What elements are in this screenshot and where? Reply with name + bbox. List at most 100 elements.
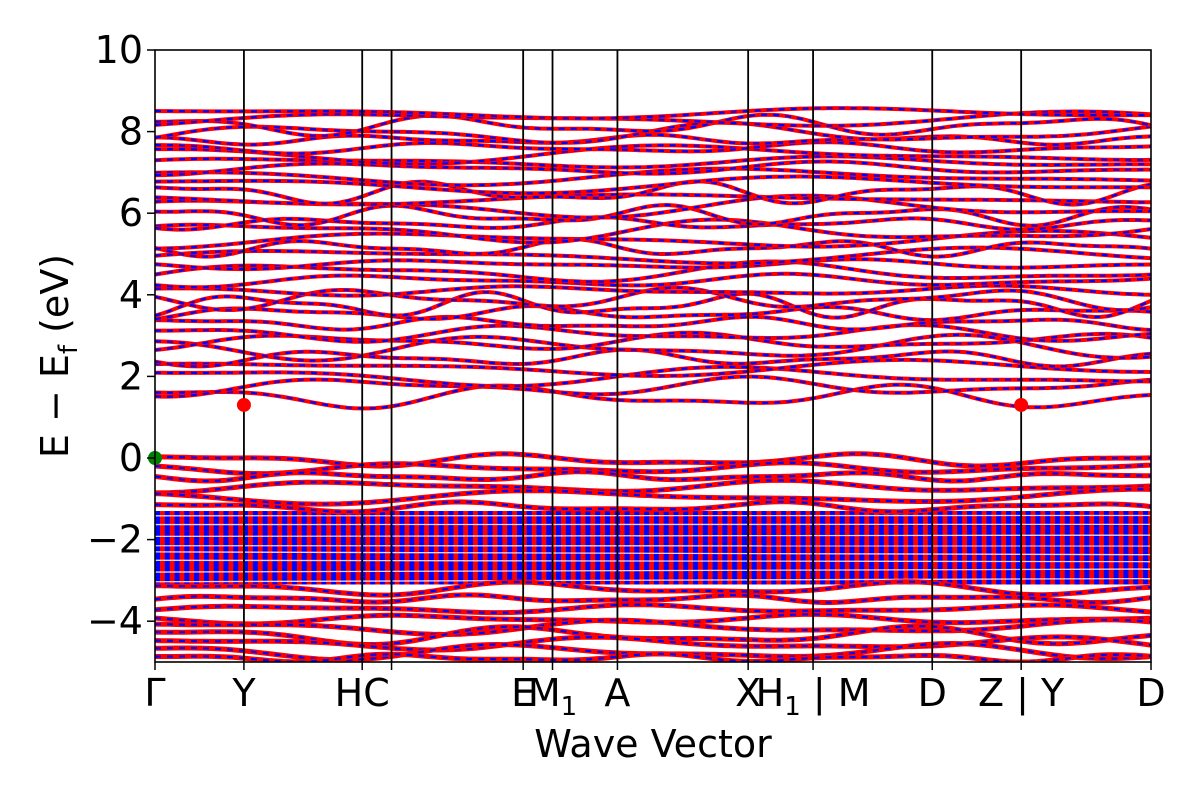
valence-block-stripe (1133, 511, 1139, 585)
x-axis-label: Wave Vector (534, 722, 772, 766)
band-spin-down (155, 452, 1151, 468)
y-axis-label-main: E − E (33, 354, 77, 458)
valence-block-stripe (1084, 511, 1090, 585)
valence-block-stripe (301, 511, 307, 585)
band-spin-down (155, 580, 1151, 597)
valence-block-stripe (1113, 511, 1119, 585)
x-tick-label: Z | Y (978, 671, 1065, 716)
valence-block-stripe (272, 511, 278, 585)
marker-cbm (236, 397, 251, 412)
y-tick-label: 4 (119, 273, 143, 317)
y-tick-label: 6 (119, 191, 143, 235)
valence-block-stripe (1054, 511, 1060, 585)
valence-gap-line (155, 577, 1151, 583)
band-spin-down (155, 140, 1151, 155)
valence-block-stripe (233, 511, 239, 585)
band-spin-down (155, 613, 1151, 625)
x-tick-label: M1 (528, 671, 577, 722)
valence-block-stripe (839, 511, 845, 585)
x-tick-label: Y (231, 671, 256, 715)
valence-block-stripe (1142, 511, 1148, 585)
band-spin-down (155, 593, 1151, 604)
valence-block-stripe (1045, 511, 1051, 585)
x-tick-label: H1 | M (756, 671, 871, 722)
valence-block-stripe (458, 511, 464, 585)
valence-block-stripe (1006, 511, 1012, 585)
band-spin-down (155, 110, 1151, 127)
valence-block-stripe (712, 511, 718, 585)
valence-block-stripe (203, 511, 209, 585)
x-tick-label: Γ (144, 671, 165, 715)
valence-block-stripe (996, 511, 1002, 585)
valence-block-stripe (595, 511, 601, 585)
band-spin-up (155, 303, 1151, 323)
valence-block-stripe (556, 511, 562, 585)
band-spin-down (155, 260, 1151, 283)
valence-block-stripe (829, 511, 835, 585)
valence-block-stripe (859, 511, 865, 585)
valence-block-stripe (673, 511, 679, 585)
valence-block-stripe (575, 511, 581, 585)
valence-block-stripe (194, 511, 200, 585)
x-tick-label: E (511, 671, 535, 715)
band-spin-down (155, 284, 1151, 297)
valence-block-stripe (243, 511, 249, 585)
band-spin-up (155, 332, 1151, 363)
valence-block-stripe (976, 511, 982, 585)
valence-block-stripe (585, 511, 591, 585)
valence-block-stripe (419, 511, 425, 585)
band-spin-down (155, 323, 1151, 343)
band-spin-down (155, 358, 1151, 378)
valence-block-stripe (888, 511, 894, 585)
y-axis: −4 −2 0 2 4 6 8 10 (87, 28, 155, 643)
band-spin-down (155, 603, 1151, 614)
band-spin-down (155, 461, 1151, 475)
valence-block-stripe (683, 511, 689, 585)
valence-gap-line (155, 568, 1151, 573)
valence-block-stripe (604, 511, 610, 585)
band-spin-down (155, 167, 1151, 187)
valence-gap-line (155, 551, 1151, 556)
valence-block-stripe (526, 511, 532, 585)
x-axis: Γ Y HC EM1 A XH1 | M D Z | Y D (144, 662, 1166, 722)
bands-layer (155, 106, 1151, 662)
valence-block-stripe (761, 511, 767, 585)
marker-cbm2 (1014, 397, 1029, 412)
band-spin-down (155, 193, 1151, 206)
valence-block-stripe (702, 511, 708, 585)
band-spin-down (155, 160, 1151, 177)
band-spin-down (155, 144, 1151, 166)
y-tick-label: 10 (95, 28, 143, 72)
valence-block-stripe (370, 511, 376, 585)
valence-block-stripe (693, 511, 699, 585)
valence-block-stripe (634, 511, 640, 585)
valence-block-stripe (869, 511, 875, 585)
valence-block-stripe (1074, 511, 1080, 585)
valence-block-stripe (536, 511, 542, 585)
valence-gap-line (155, 559, 1151, 563)
x-tick-label: A (604, 671, 630, 715)
band-spin-down (155, 315, 1151, 332)
valence-block-stripe (957, 511, 963, 585)
valence-block-stripe (663, 511, 669, 585)
valence-block-stripe (477, 511, 483, 585)
band-spin-down (155, 286, 1151, 312)
valence-block-stripe (966, 511, 972, 585)
band-spin-down (155, 175, 1151, 195)
valence-block-stripe (1015, 511, 1021, 585)
valence-block-stripe (908, 511, 914, 585)
band-spin-down (155, 291, 1151, 319)
valence-block-stripe (340, 511, 346, 585)
valence-block-stripe (918, 511, 924, 585)
valence-block-stripe (986, 511, 992, 585)
band-spin-down (155, 470, 1151, 483)
band-spin-down (155, 203, 1151, 227)
valence-block-stripe (820, 511, 826, 585)
valence-block-stripe (409, 511, 415, 585)
band-spin-up (155, 112, 1151, 138)
y-tick-label: 0 (119, 436, 143, 480)
valence-block-stripe (448, 511, 454, 585)
band-spin-down (155, 272, 1151, 289)
valence-block-stripe (507, 511, 513, 585)
valence-block-stripe (223, 511, 229, 585)
